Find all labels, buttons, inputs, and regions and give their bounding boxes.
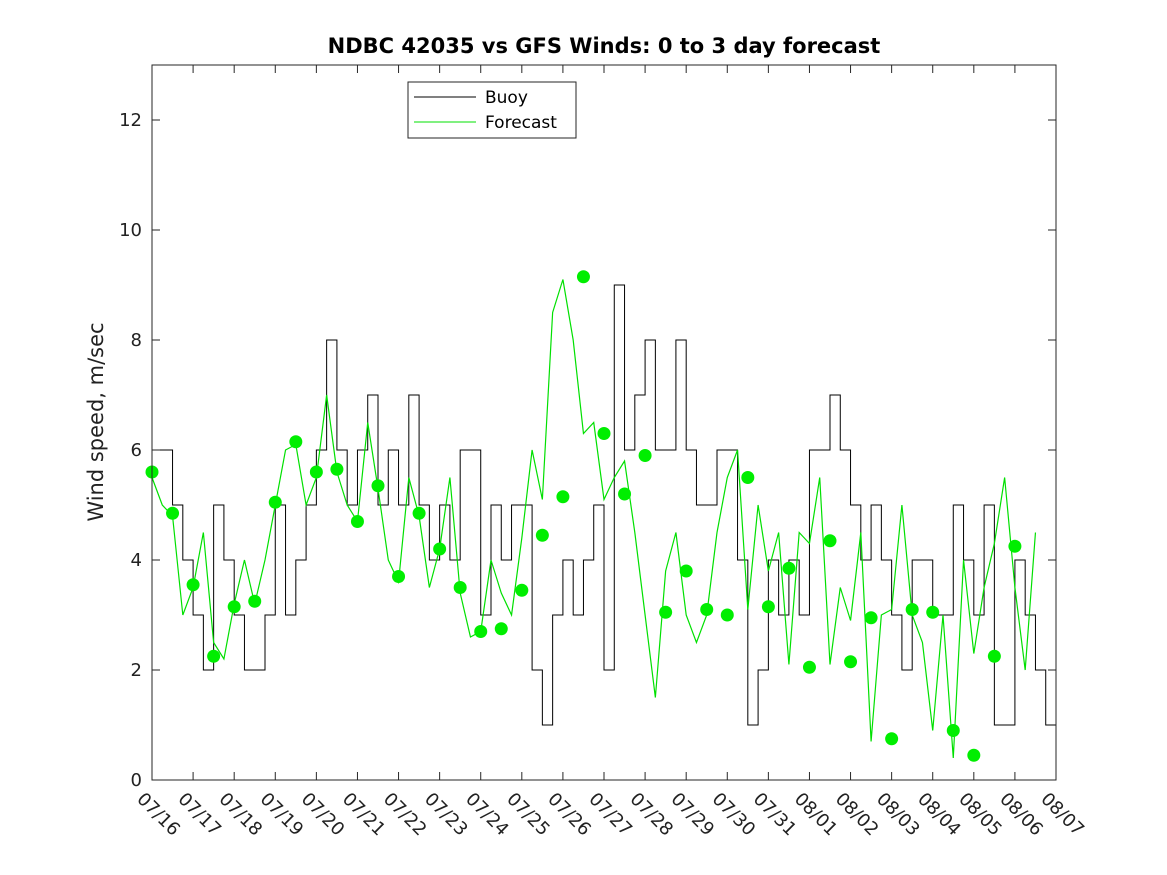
- forecast-marker: [741, 471, 755, 484]
- forecast-marker: [823, 534, 837, 548]
- forecast-marker: [638, 449, 652, 462]
- forecast-marker: [350, 515, 364, 528]
- y-tick-label: 0: [131, 770, 142, 791]
- forecast-marker: [309, 465, 323, 479]
- forecast-marker: [618, 487, 632, 501]
- forecast-marker: [474, 625, 488, 638]
- forecast-marker: [227, 600, 241, 614]
- plot-background: [152, 65, 1056, 780]
- forecast-marker: [802, 660, 816, 674]
- y-tick-label: 12: [119, 110, 142, 131]
- forecast-marker: [371, 479, 385, 493]
- forecast-marker: [515, 583, 529, 597]
- legend-buoy-label: Buoy: [485, 88, 528, 108]
- forecast-marker: [289, 435, 303, 449]
- y-tick-label: 2: [131, 660, 142, 681]
- y-tick-label: 6: [131, 440, 142, 461]
- y-tick-label: 10: [119, 220, 142, 241]
- forecast-series-line: [151, 279, 1037, 759]
- y-axis-label: Wind speed, m/sec: [84, 322, 108, 521]
- forecast-marker: [535, 528, 549, 542]
- forecast-marker: [392, 570, 406, 583]
- legend: Buoy Forecast: [407, 81, 577, 139]
- forecast-marker: [494, 622, 508, 636]
- forecast-marker: [844, 655, 858, 669]
- forecast-marker: [576, 270, 590, 284]
- plot-area: 02468101207/1607/1707/1807/1907/2007/210…: [119, 64, 1088, 840]
- forecast-marker: [700, 603, 714, 616]
- forecast-marker: [556, 490, 570, 504]
- forecast-marker: [946, 724, 960, 737]
- forecast-marker: [453, 581, 467, 594]
- y-tick-label: 4: [131, 550, 142, 571]
- forecast-marker: [597, 427, 611, 440]
- series-layer: [151, 279, 1057, 759]
- forecast-marker: [679, 564, 693, 578]
- forecast-marker: [926, 605, 940, 619]
- forecast-marker: [248, 594, 262, 608]
- forecast-marker: [905, 603, 919, 616]
- legend-box: [407, 81, 577, 139]
- forecast-marker: [186, 578, 200, 592]
- forecast-marker: [268, 495, 282, 509]
- legend-forecast-label: Forecast: [485, 113, 557, 133]
- forecast-marker: [1008, 539, 1022, 553]
- y-tick-label: 8: [131, 330, 142, 351]
- forecast-marker: [659, 605, 673, 619]
- forecast-marker: [885, 732, 899, 746]
- forecast-marker: [987, 649, 1001, 663]
- forecast-marker: [330, 462, 344, 476]
- forecast-marker: [864, 611, 878, 625]
- buoy-series-line: [152, 284, 1057, 726]
- forecast-marker: [761, 600, 775, 614]
- forecast-marker: [967, 748, 981, 762]
- forecast-marker: [412, 506, 426, 520]
- chart-title: NDBC 42035 vs GFS Winds: 0 to 3 day fore…: [328, 34, 881, 58]
- forecast-marker: [207, 649, 221, 663]
- forecast-marker: [782, 561, 796, 575]
- forecast-marker: [433, 542, 447, 556]
- forecast-marker: [166, 506, 180, 520]
- forecast-marker: [720, 608, 734, 622]
